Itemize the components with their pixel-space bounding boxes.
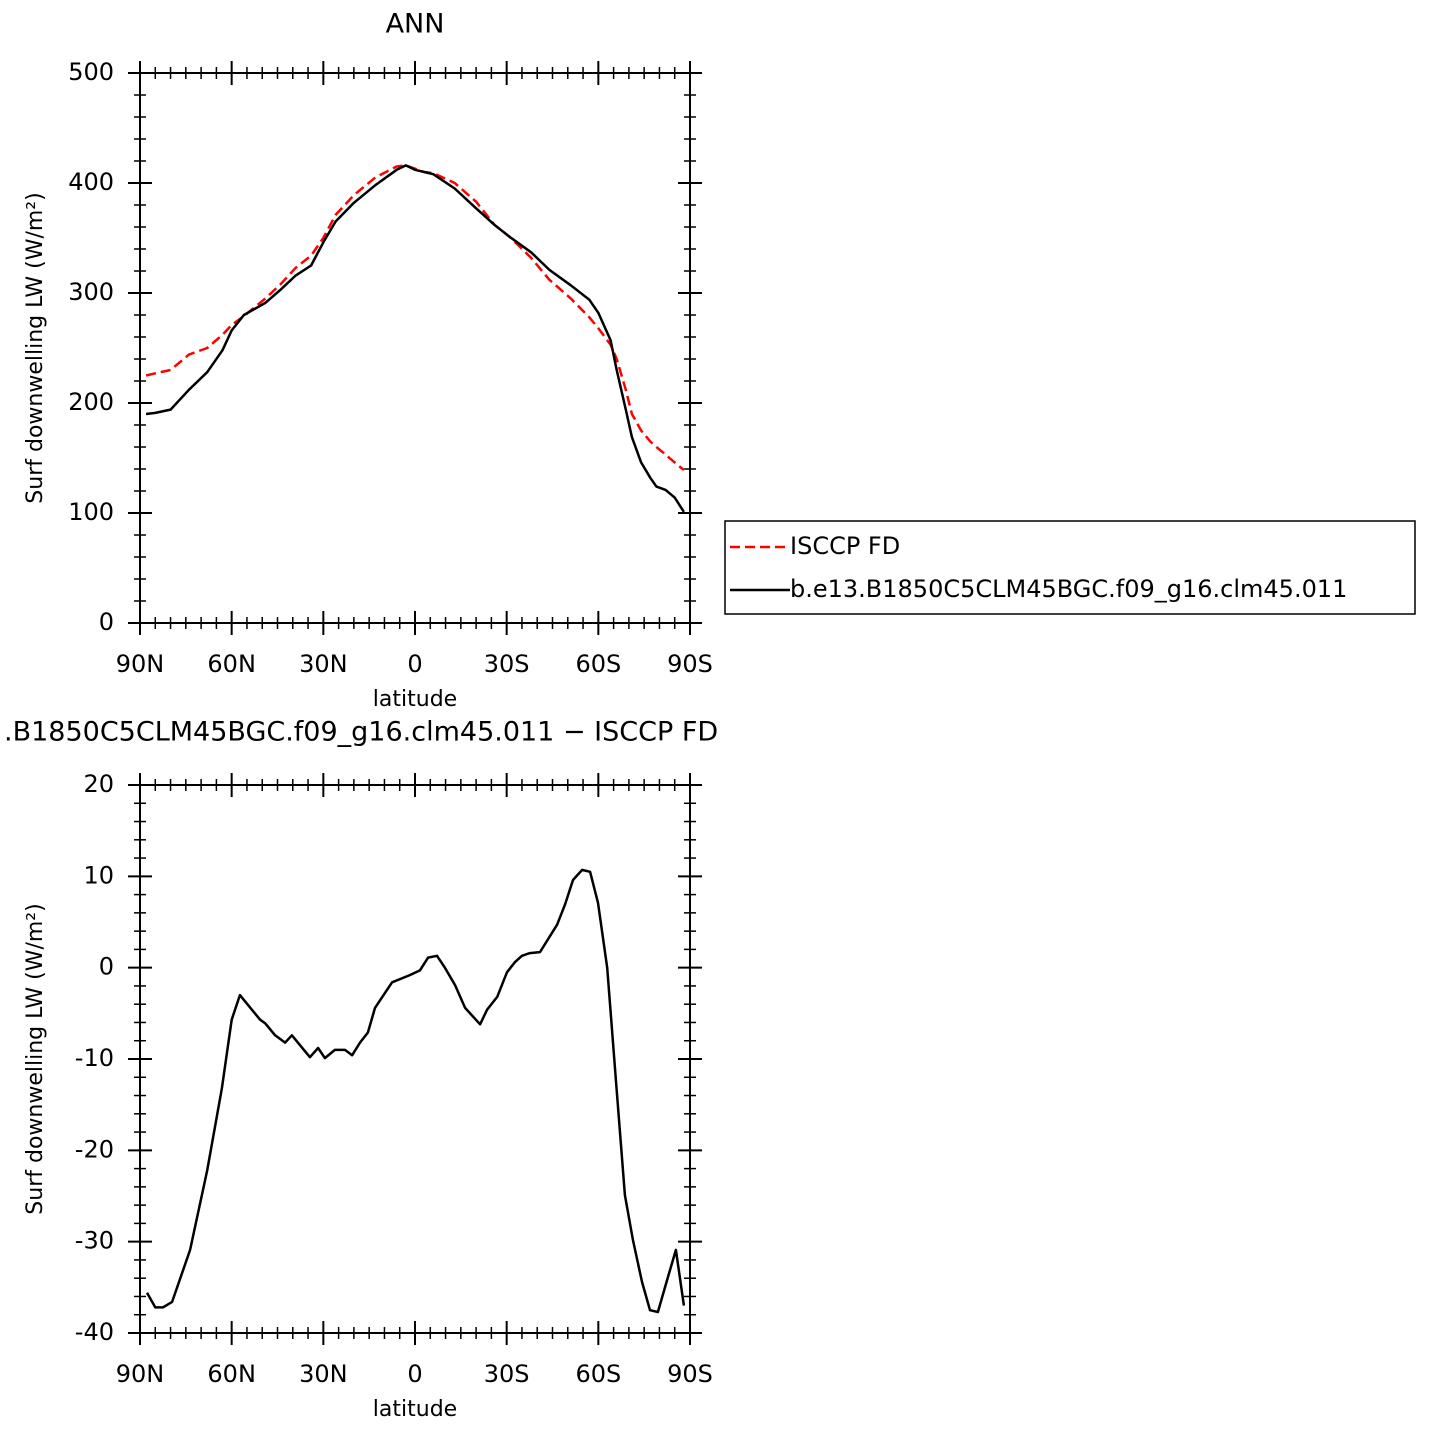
x-tick-label: 90S: [667, 1360, 713, 1388]
y-tick-label: -30: [75, 1227, 114, 1255]
x-tick-label: 0: [407, 650, 422, 678]
chart-title: .B1850C5CLM45BGC.f09_g16.clm45.011 − ISC…: [4, 717, 718, 748]
x-tick-label: 60S: [575, 1360, 621, 1388]
plot-frame: [139, 72, 691, 624]
y-tick-label: 200: [68, 388, 114, 416]
x-tick-label: 60S: [575, 650, 621, 678]
legend-label: ISCCP FD: [790, 532, 900, 560]
x-tick-label: 90N: [116, 1360, 165, 1388]
y-tick-label: -10: [75, 1044, 114, 1072]
plot-frame: [139, 784, 691, 1334]
chart-title: ANN: [386, 9, 445, 40]
x-axis-label: latitude: [373, 1397, 457, 1422]
x-tick-label: 30S: [484, 1360, 530, 1388]
y-tick-label: 100: [68, 498, 114, 526]
x-tick-label: 0: [407, 1360, 422, 1388]
x-tick-label: 30S: [484, 650, 530, 678]
y-tick-label: 10: [83, 861, 114, 889]
y-tick-label: 20: [83, 770, 114, 798]
y-tick-label: 300: [68, 278, 114, 306]
x-tick-label: 60N: [207, 1360, 256, 1388]
x-tick-label: 30N: [299, 1360, 348, 1388]
y-axis-label: Surf downwelling LW (W/m²): [23, 192, 48, 503]
x-tick-label: 60N: [207, 650, 256, 678]
y-tick-label: -40: [75, 1318, 114, 1346]
data-line: [145, 164, 685, 513]
y-tick-label: 0: [99, 608, 114, 636]
legend-label: b.e13.B1850C5CLM45BGC.f09_g16.clm45.011: [790, 575, 1347, 603]
x-axis-label: latitude: [373, 687, 457, 712]
data-line: [145, 164, 685, 472]
y-tick-label: 400: [68, 168, 114, 196]
x-tick-label: 30N: [299, 650, 348, 678]
y-tick-label: 500: [68, 58, 114, 86]
x-tick-label: 90N: [116, 650, 165, 678]
y-tick-label: -20: [75, 1135, 114, 1163]
legend-box: [724, 520, 1416, 615]
y-tick-label: 0: [99, 953, 114, 981]
data-line: [145, 868, 686, 1314]
y-axis-label: Surf downwelling LW (W/m²): [23, 903, 48, 1214]
x-tick-label: 90S: [667, 650, 713, 678]
